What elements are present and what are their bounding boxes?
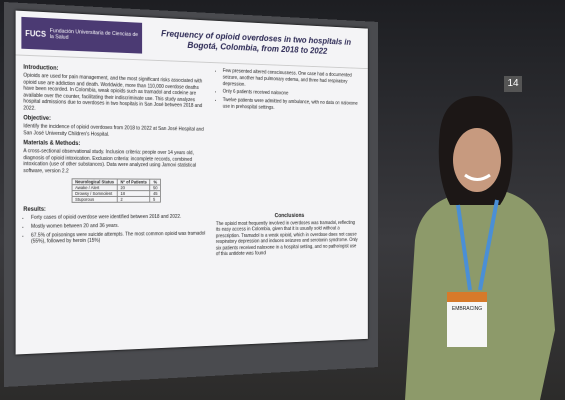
badge-text: EMBRACING — [452, 306, 482, 312]
lanyard — [456, 199, 499, 291]
badge-band — [447, 292, 487, 302]
face — [453, 128, 501, 192]
smile — [464, 173, 491, 181]
booth-number: 14 — [504, 76, 522, 92]
